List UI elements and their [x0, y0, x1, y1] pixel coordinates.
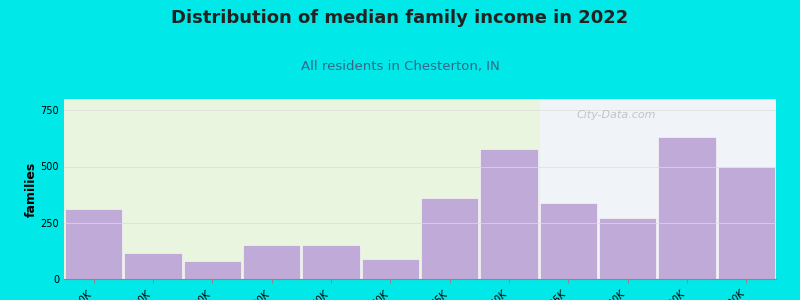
Text: Distribution of median family income in 2022: Distribution of median family income in … — [171, 9, 629, 27]
Text: All residents in Chesterton, IN: All residents in Chesterton, IN — [301, 60, 499, 73]
Bar — [65, 209, 122, 279]
Bar — [421, 198, 478, 279]
Bar — [302, 245, 360, 279]
Bar — [183, 261, 241, 279]
Bar — [362, 259, 419, 279]
Bar — [599, 218, 657, 279]
Text: City-Data.com: City-Data.com — [577, 110, 656, 120]
Bar — [718, 167, 775, 279]
Bar — [64, 99, 538, 279]
Y-axis label: families: families — [25, 161, 38, 217]
Bar — [539, 202, 597, 279]
Bar — [124, 253, 182, 279]
Bar — [243, 245, 301, 279]
Bar — [480, 148, 538, 279]
Bar — [658, 137, 716, 279]
